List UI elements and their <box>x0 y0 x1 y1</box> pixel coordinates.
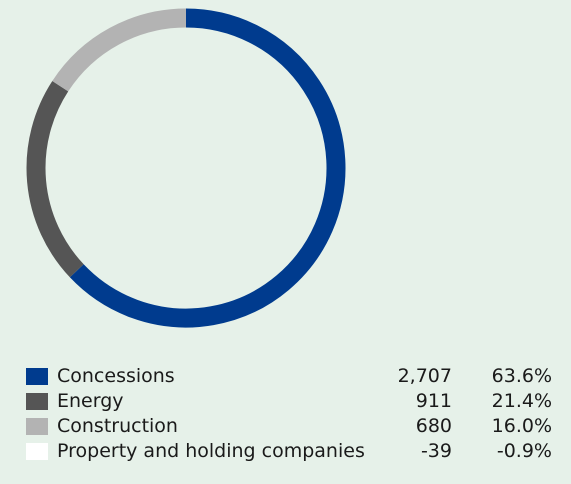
legend-item-construction: Construction 680 16.0% <box>26 414 556 439</box>
legend-item-energy: Energy 911 21.4% <box>26 389 556 414</box>
legend-value-property: -39 <box>420 440 452 462</box>
donut-slice-energy <box>26 81 84 278</box>
legend-value-concessions: 2,707 <box>397 365 452 387</box>
legend-percent-concessions: 63.6% <box>491 365 552 387</box>
legend-swatch-construction <box>26 418 48 435</box>
legend-label-construction: Construction <box>57 415 178 437</box>
legend-percent-energy: 21.4% <box>491 390 552 412</box>
legend-percent-construction: 16.0% <box>491 415 552 437</box>
legend: Concessions 2,707 63.6% Energy 911 21.4%… <box>26 364 556 464</box>
legend-value-construction: 680 <box>415 415 452 437</box>
legend-swatch-concessions <box>26 368 48 385</box>
donut-slice-construction <box>52 8 187 92</box>
legend-label-energy: Energy <box>57 390 124 412</box>
legend-value-energy: 911 <box>415 390 452 412</box>
donut-slice-concessions <box>69 8 346 328</box>
legend-label-concessions: Concessions <box>57 365 175 387</box>
legend-item-concessions: Concessions 2,707 63.6% <box>26 364 556 389</box>
legend-swatch-energy <box>26 393 48 410</box>
legend-label-property: Property and holding companies <box>57 440 365 462</box>
legend-item-property: Property and holding companies -39 -0.9% <box>26 439 556 464</box>
donut-chart <box>26 8 346 328</box>
legend-percent-property: -0.9% <box>496 440 552 462</box>
legend-swatch-property <box>26 443 48 460</box>
